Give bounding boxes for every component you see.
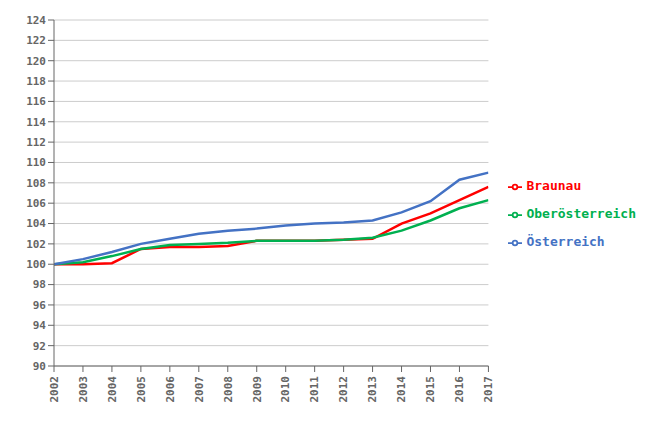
svg-text:100: 100 <box>26 258 46 271</box>
svg-text:2006: 2006 <box>164 376 177 403</box>
svg-text:2002: 2002 <box>48 376 61 403</box>
svg-text:2012: 2012 <box>337 376 350 403</box>
svg-text:96: 96 <box>33 299 47 312</box>
svg-text:104: 104 <box>26 217 46 230</box>
svg-text:2007: 2007 <box>193 376 206 403</box>
svg-text:120: 120 <box>26 55 46 68</box>
svg-text:2008: 2008 <box>222 376 235 403</box>
svg-text:2015: 2015 <box>424 376 437 403</box>
svg-text:110: 110 <box>26 156 46 169</box>
svg-text:102: 102 <box>26 238 46 251</box>
svg-text:92: 92 <box>33 340 46 353</box>
svg-text:2016: 2016 <box>453 376 466 403</box>
svg-text:2009: 2009 <box>251 376 264 403</box>
svg-text:2014: 2014 <box>395 376 408 403</box>
svg-text:112: 112 <box>26 136 46 149</box>
html-text:Österreich: Österreich <box>526 234 605 249</box>
svg-text:90: 90 <box>33 360 46 373</box>
svg-text:122: 122 <box>26 34 46 47</box>
svg-text:2011: 2011 <box>308 376 321 403</box>
svg-text:94: 94 <box>33 319 47 332</box>
svg-text:98: 98 <box>33 278 46 291</box>
svg-text:2004: 2004 <box>106 376 119 403</box>
svg-text:2013: 2013 <box>366 376 379 403</box>
svg-text:124: 124 <box>26 14 46 27</box>
html-text:Oberösterreich: Oberösterreich <box>526 206 636 221</box>
svg-text:106: 106 <box>26 197 46 210</box>
svg-text:2005: 2005 <box>135 376 148 403</box>
svg-text:116: 116 <box>26 95 46 108</box>
html-text:Braunau: Braunau <box>526 178 582 193</box>
svg-text:114: 114 <box>26 116 46 129</box>
svg-text:2003: 2003 <box>77 376 90 403</box>
svg-text:2010: 2010 <box>280 376 293 403</box>
svg-text:2017: 2017 <box>482 376 495 403</box>
svg-text:118: 118 <box>26 75 46 88</box>
svg-text:108: 108 <box>26 177 46 190</box>
